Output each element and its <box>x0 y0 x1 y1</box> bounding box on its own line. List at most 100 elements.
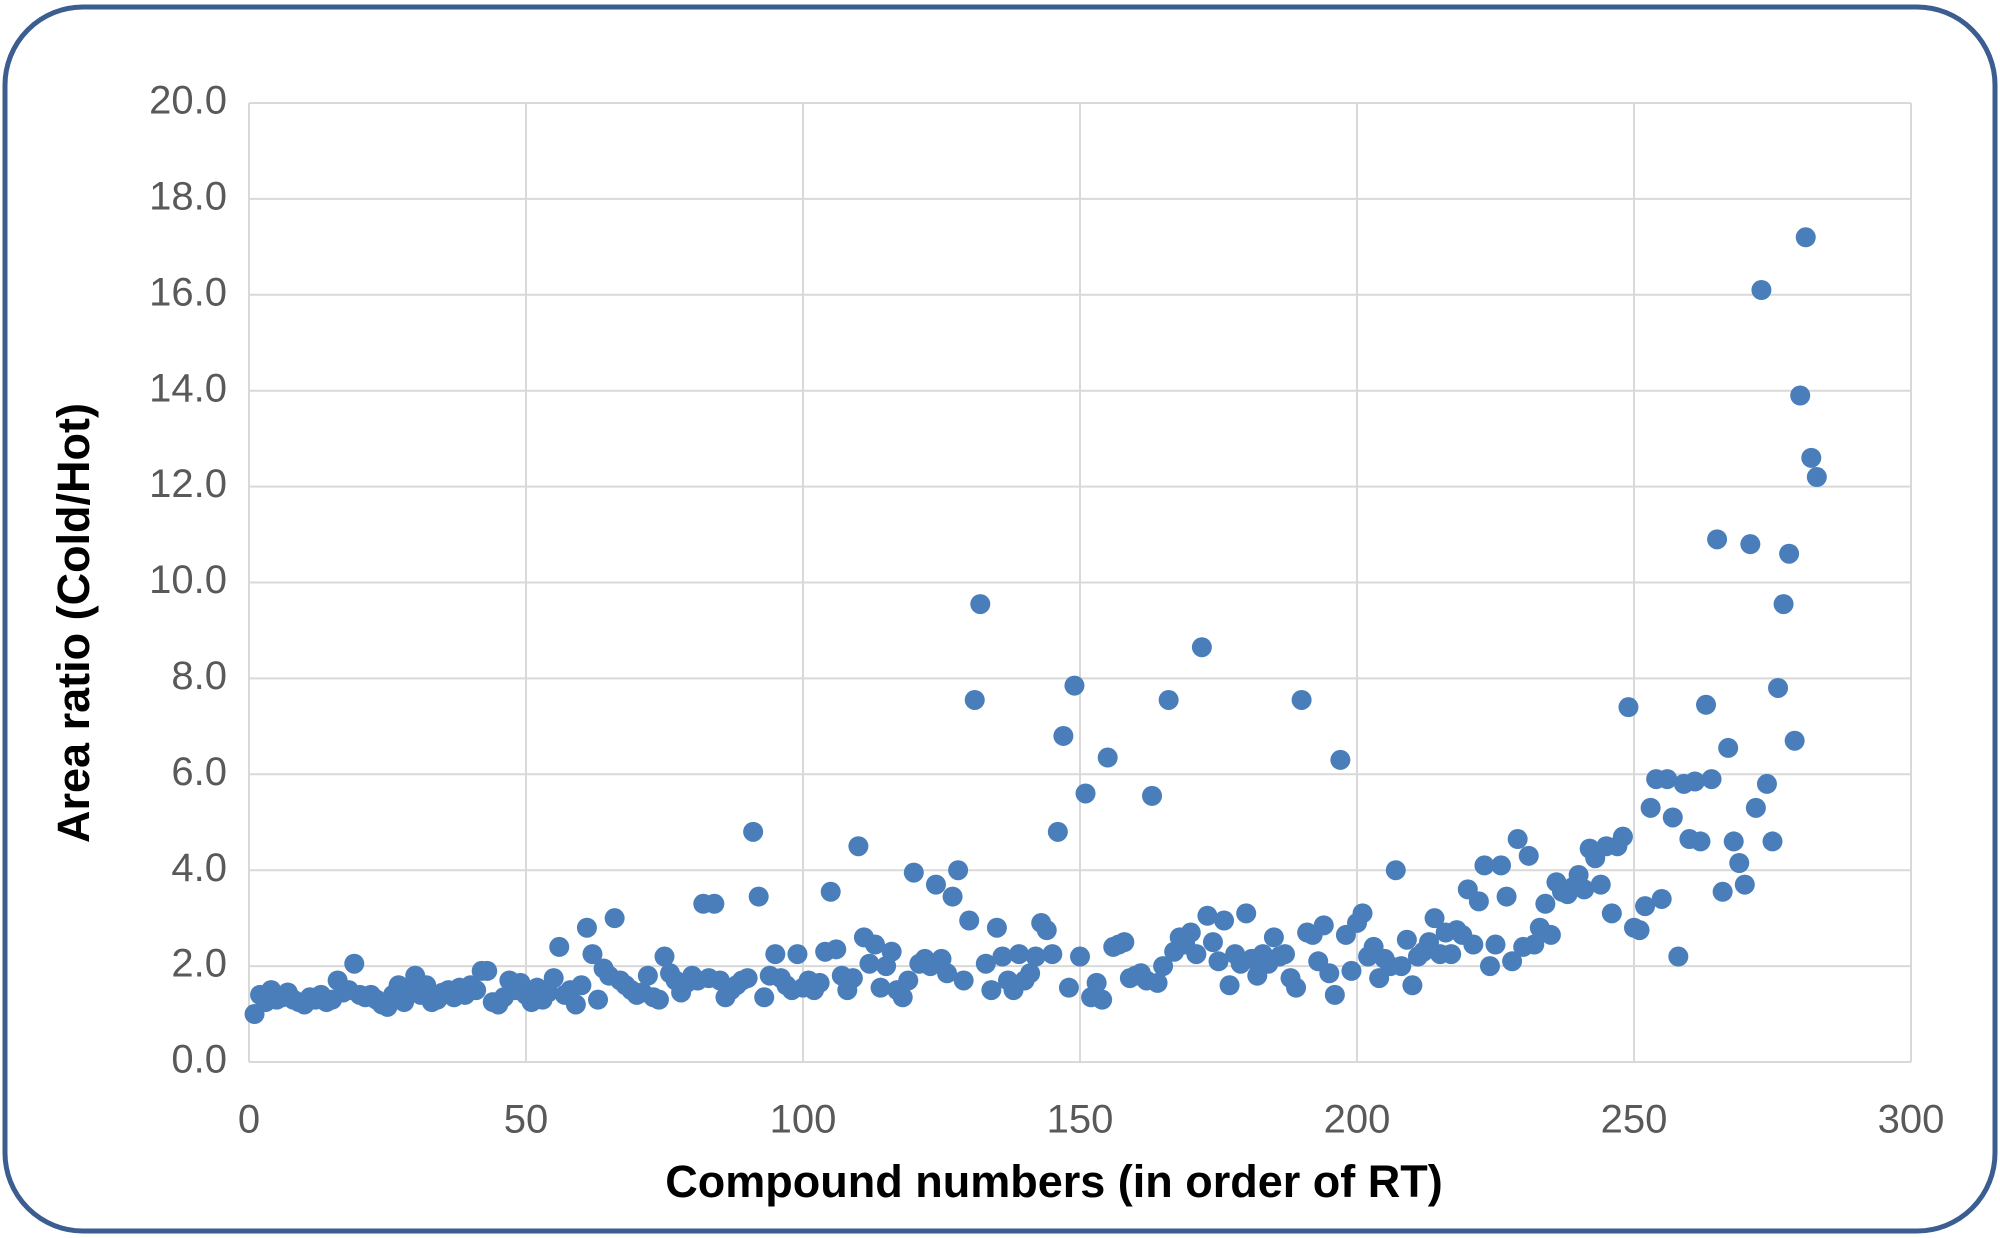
point <box>1806 467 1827 488</box>
point <box>820 881 841 902</box>
y-tick-label: 2.0 <box>171 942 227 986</box>
point <box>1286 977 1307 998</box>
point <box>582 944 603 965</box>
point <box>704 893 725 914</box>
point <box>1070 946 1090 967</box>
y-tick-label: 0.0 <box>171 1038 227 1082</box>
point <box>1402 975 1423 996</box>
point <box>1740 534 1761 555</box>
point <box>1574 879 1595 900</box>
point <box>748 886 769 907</box>
point <box>1330 749 1351 770</box>
point <box>1424 908 1445 929</box>
x-tick-label: 100 <box>770 1098 837 1142</box>
point <box>1701 769 1722 790</box>
point <box>948 860 969 881</box>
point <box>870 977 891 998</box>
point <box>1180 922 1201 943</box>
point <box>737 968 758 989</box>
point <box>953 970 974 991</box>
x-tick-label: 250 <box>1601 1098 1668 1142</box>
point <box>1524 934 1545 955</box>
point <box>1745 797 1766 818</box>
point <box>654 946 675 967</box>
point <box>787 944 808 965</box>
point <box>1097 747 1118 768</box>
point <box>588 989 609 1010</box>
point <box>937 963 958 984</box>
point <box>1319 963 1340 984</box>
point <box>1391 956 1412 977</box>
point <box>1690 831 1711 852</box>
point <box>1718 737 1739 758</box>
point <box>1734 874 1755 895</box>
point <box>1684 771 1705 792</box>
point <box>1773 594 1794 615</box>
point <box>981 980 1002 1001</box>
point <box>1075 783 1096 804</box>
point <box>637 965 658 986</box>
point <box>1352 903 1373 924</box>
x-tick-label: 200 <box>1324 1098 1391 1142</box>
point <box>1153 956 1174 977</box>
point <box>964 689 985 710</box>
y-tick-label: 4.0 <box>171 846 227 890</box>
point <box>1795 227 1816 248</box>
point <box>1640 797 1661 818</box>
x-tick-label: 50 <box>504 1098 549 1142</box>
point <box>1025 946 1046 967</box>
point <box>1036 920 1057 941</box>
point <box>1142 785 1163 806</box>
point <box>1463 934 1484 955</box>
point <box>1635 896 1656 917</box>
point <box>1313 915 1334 936</box>
point <box>1668 946 1689 967</box>
point <box>1474 855 1495 876</box>
point <box>1590 874 1611 895</box>
point <box>1263 927 1284 948</box>
point <box>970 594 991 615</box>
point <box>604 908 625 929</box>
point <box>1114 932 1135 953</box>
y-tick-label: 12.0 <box>149 462 227 506</box>
point <box>1651 888 1672 909</box>
point <box>648 989 669 1010</box>
y-tick-label: 10.0 <box>149 558 227 602</box>
point <box>344 953 365 974</box>
point <box>1191 637 1212 658</box>
point <box>1629 920 1650 941</box>
point <box>892 987 913 1008</box>
point <box>1756 773 1777 794</box>
x-tick-label: 0 <box>238 1098 260 1142</box>
point <box>942 886 963 907</box>
point <box>543 968 564 989</box>
point <box>1064 675 1085 696</box>
point <box>1540 924 1561 945</box>
point <box>1707 529 1728 550</box>
point <box>1058 977 1079 998</box>
point <box>1197 905 1218 926</box>
point <box>1396 929 1417 950</box>
point <box>1186 944 1207 965</box>
point <box>1158 689 1179 710</box>
frame <box>2 4 1998 1234</box>
point <box>1502 951 1523 972</box>
point <box>743 821 764 842</box>
point <box>1479 956 1500 977</box>
point <box>903 862 924 883</box>
point <box>1042 944 1063 965</box>
point <box>571 975 592 996</box>
y-axis-title: Area ratio (Cold/Hot) <box>48 403 99 843</box>
points <box>244 227 1827 1025</box>
point <box>992 946 1013 967</box>
point <box>1779 543 1800 564</box>
point <box>898 970 919 991</box>
point <box>1496 886 1517 907</box>
x-axis-title: Compound numbers (in order of RT) <box>665 1156 1442 1207</box>
point <box>1047 821 1068 842</box>
y-tick-label: 6.0 <box>171 750 227 794</box>
y-tick-label: 14.0 <box>149 366 227 410</box>
point <box>1612 826 1633 847</box>
point <box>765 944 786 965</box>
